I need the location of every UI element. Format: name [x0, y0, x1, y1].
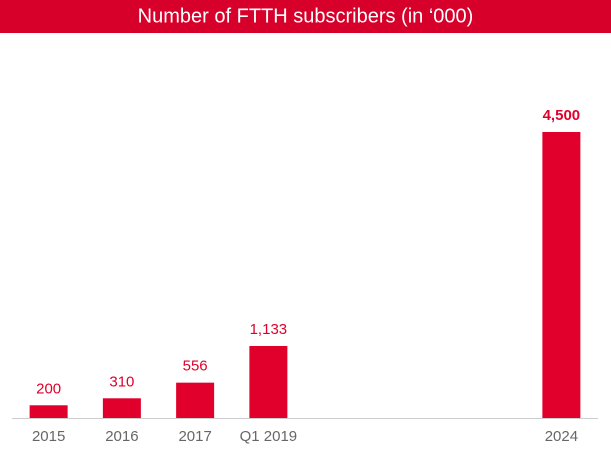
x-tick-label: 2015: [32, 428, 65, 445]
bar: [249, 345, 288, 418]
value-label: 200: [36, 380, 61, 397]
chart-title: Number of FTTH subscribers (in ‘000): [138, 5, 474, 27]
value-label: 556: [183, 358, 208, 375]
x-tick-label: 2017: [178, 428, 211, 445]
value-label: 310: [109, 373, 134, 390]
bar: [542, 132, 581, 418]
x-tick-label: 2016: [105, 428, 138, 445]
title-band: [0, 0, 611, 33]
bar: [176, 382, 215, 418]
x-tick-label: Q1 2019: [240, 428, 298, 445]
x-tick-label: 2024: [545, 428, 578, 445]
bar: [29, 405, 68, 418]
value-label: 4,500: [543, 107, 581, 124]
bar: [102, 398, 141, 418]
value-label: 1,133: [250, 321, 288, 338]
